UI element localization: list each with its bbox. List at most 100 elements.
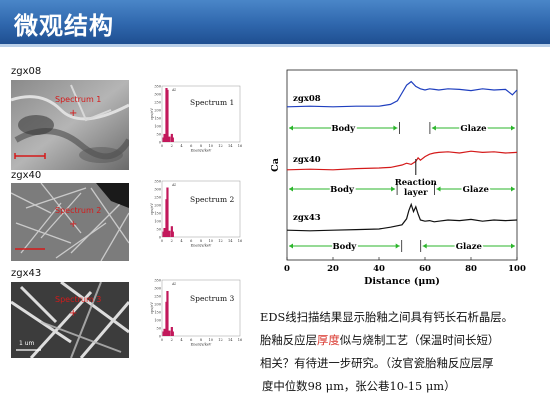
line-series-zgx08: [286, 80, 518, 108]
title-bar: 微观结构: [0, 0, 550, 44]
spectrum-ytick: 100: [154, 319, 161, 323]
spectrum-ylabel: cps/eV: [150, 302, 154, 314]
spectrum-xtick: 10: [209, 144, 213, 148]
spectrum-ytick: 200: [154, 204, 161, 208]
glaze-arrow-head-right: [511, 186, 515, 192]
line-series-zgx40: [286, 150, 518, 171]
y-axis-label: Ca: [270, 158, 281, 172]
body-arrow-head-right: [395, 243, 400, 249]
spectrum-xtick: 16: [238, 338, 242, 342]
spectrum-ytick: 0: [159, 335, 161, 339]
spectrum-ytick: 300: [154, 93, 161, 97]
reaction-layer-label: Reaction: [395, 178, 437, 188]
spectrum-peak: [166, 89, 169, 142]
glaze-arrow-head-right: [511, 125, 515, 131]
glaze-arrow-head-left: [422, 243, 427, 249]
spectrum-xtick: 6: [190, 338, 192, 342]
sem-image-zgx08: Spectrum 1 +: [11, 80, 129, 170]
sample-label-zgx40: zgx40: [11, 170, 42, 181]
eds-spectrum-2: 0 50 100 150 200 250 300 350 0 2 4 6 8 10 12 14 16 cps/eV…: [148, 177, 244, 248]
scale-bar-label: 1 um: [19, 340, 35, 347]
spectrum-ylabel: cps/eV: [150, 203, 154, 215]
spectrum-peak: [166, 291, 169, 336]
title-divider: [0, 44, 550, 47]
spectrum-peak: [171, 231, 174, 237]
spectrum-ytick: 0: [159, 236, 161, 240]
spectrum-ytick: 150: [154, 212, 161, 216]
x-tick-label: 0: [284, 264, 290, 274]
spectrum-xtick: 6: [190, 144, 192, 148]
spectrum-xtick: 4: [180, 239, 183, 243]
spectrum-ytick: 300: [154, 287, 161, 291]
series-label-zgx43: zgx43: [293, 213, 321, 223]
eds-spectrum-1: 0 50 100 150 200 250 300 350 0 2 4 6 8 10 12 14 16 cps/eV…: [148, 82, 244, 153]
description-line-1: EDS线扫描结果显示胎釉之间具有钙长石析晶层。: [260, 310, 514, 324]
spectrum-ytick: 100: [154, 220, 161, 224]
body-label: Body: [332, 242, 357, 252]
spectrum-xtick: 10: [209, 239, 213, 243]
spectrum-ytick: 250: [154, 196, 161, 200]
spectrum-ytick: 300: [154, 188, 161, 192]
spectrum-ytick: 0: [159, 141, 161, 145]
spectrum-xlabel: Energy/keV: [191, 343, 212, 347]
spectrum-xtick: 4: [180, 338, 183, 342]
spectrum-ytick: 50: [157, 228, 161, 232]
spectrum-frame: [161, 180, 241, 238]
spectrum-peak-label: Al: [171, 282, 177, 286]
eds-spectrum-3: 0 50 100 150 200 250 300 350 0 2 4 6 8 10 12 14 16 cps/eV…: [148, 276, 244, 347]
spectrum-peak: [166, 187, 169, 237]
svg-text:+: +: [69, 108, 77, 119]
spectrum-frame: [161, 279, 241, 337]
spectrum-ytick: 50: [157, 327, 161, 331]
spectrum-ytick: 200: [154, 109, 161, 113]
x-tick-label: 100: [508, 264, 526, 274]
spectrum-label-3: Spectrum 3: [190, 294, 235, 303]
spectrum-xtick: 2: [171, 338, 173, 342]
sem-spectrum-tag: Spectrum 3: [55, 295, 101, 304]
glaze-label: Glaze: [463, 185, 490, 195]
sem-image-zgx43: 1 um Spectrum 3 +: [11, 282, 129, 358]
x-axis-label: Distance (μm): [364, 276, 440, 287]
body-arrow-head-left: [289, 125, 293, 131]
body-arrow-head-right: [391, 186, 396, 192]
spectrum-ytick: 350: [154, 180, 161, 184]
highlight-thickness: 厚度: [316, 333, 340, 347]
body-arrow-head-right: [393, 125, 398, 131]
spectrum-xtick: 4: [180, 144, 183, 148]
spectrum-peak: [168, 330, 171, 336]
spectrum-xtick: 2: [171, 239, 173, 243]
sample-label-zgx08: zgx08: [11, 66, 42, 77]
x-tick-label: 80: [465, 264, 477, 274]
spectrum-xtick: 2: [171, 144, 173, 148]
spectrum-xtick: 14: [228, 338, 233, 342]
spectrum-peak: [168, 230, 171, 237]
spectrum-xtick: 8: [200, 338, 202, 342]
description-line-3: 相关？有待进一步研究。（汝官瓷胎釉反应层厚: [260, 356, 494, 370]
spectrum-ylabel: cps/eV: [150, 108, 154, 120]
line-series-zgx43: [286, 202, 518, 232]
spectrum-xtick: 12: [218, 338, 222, 342]
svg-text:+: +: [69, 219, 77, 230]
body-label: Body: [331, 124, 356, 134]
body-arrow-head-left: [289, 186, 293, 192]
spectrum-label-2: Spectrum 2: [190, 195, 235, 204]
spectrum-xtick: 12: [218, 239, 222, 243]
spectrum-xtick: 16: [238, 239, 242, 243]
spectrum-xtick: 0: [161, 338, 163, 342]
spectrum-ytick: 150: [154, 117, 161, 121]
spectrum-xtick: 6: [190, 239, 192, 243]
glaze-label: Glaze: [460, 124, 487, 134]
reaction-layer-label: layer: [404, 188, 428, 198]
spectrum-xtick: 10: [209, 338, 213, 342]
series-label-zgx08: zgx08: [293, 94, 321, 104]
svg-text:+: +: [69, 308, 77, 319]
glaze-arrow-head-right: [511, 243, 515, 249]
spectrum-xtick: 0: [161, 144, 163, 148]
glaze-arrow-head-left: [431, 125, 436, 131]
spectrum-xtick: 12: [218, 144, 222, 148]
x-tick-label: 60: [419, 264, 431, 274]
spectrum-xtick: 14: [228, 239, 233, 243]
spectrum-ytick: 250: [154, 101, 161, 105]
spectrum-ytick: 50: [157, 133, 161, 137]
spectrum-ytick: 350: [154, 85, 161, 89]
